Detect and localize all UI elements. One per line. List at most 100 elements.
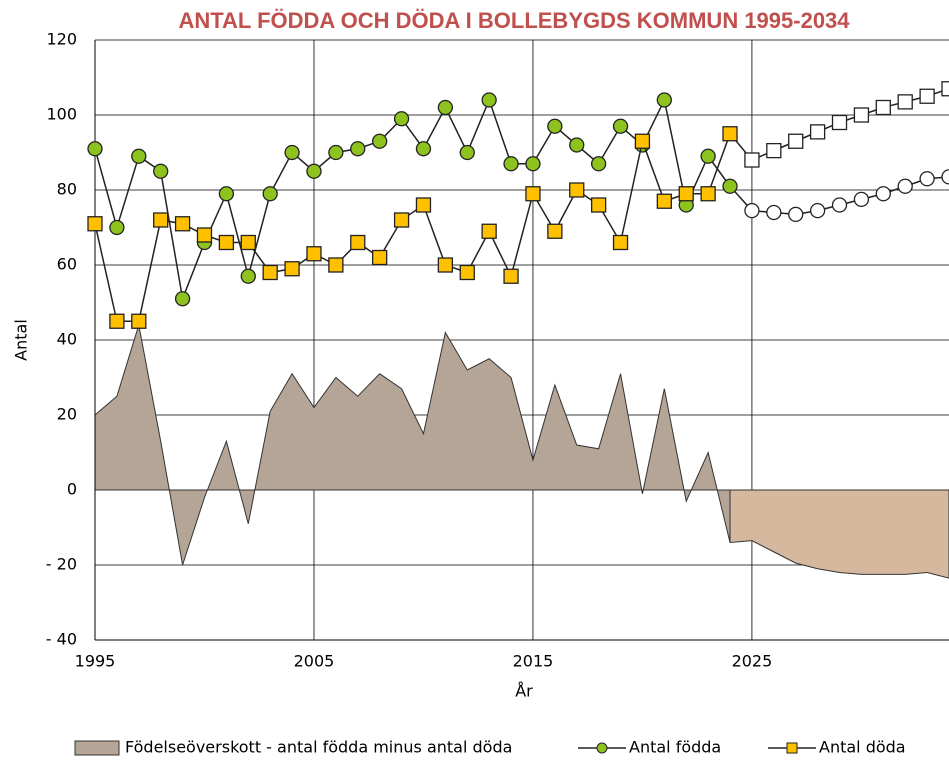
circle-marker <box>415 141 432 157</box>
circle-marker <box>393 111 410 127</box>
forecast-area <box>729 489 949 579</box>
circle-marker <box>262 186 278 202</box>
square-marker <box>109 313 125 329</box>
square-marker <box>634 133 651 149</box>
y-tick-label: 80 <box>57 180 77 199</box>
square-marker <box>393 212 410 228</box>
circle-marker <box>437 99 454 116</box>
square-marker <box>328 257 344 273</box>
circle-marker <box>174 291 191 307</box>
circle-marker <box>897 178 913 194</box>
x-tick-label: 2025 <box>732 652 773 671</box>
legend-marker <box>596 742 608 754</box>
square-marker <box>831 114 848 131</box>
circle-marker <box>700 148 716 164</box>
square-marker <box>196 227 213 243</box>
square-marker <box>481 223 497 239</box>
circle-marker <box>744 202 760 219</box>
square-marker <box>306 246 322 262</box>
circle-marker <box>153 163 169 179</box>
circle-marker <box>306 163 322 179</box>
square-marker <box>656 193 672 209</box>
x-tick-label: 2005 <box>294 652 335 671</box>
circle-marker <box>372 133 388 149</box>
square-marker <box>372 249 388 266</box>
circle-marker <box>590 156 607 172</box>
x-axis-label: År <box>515 682 533 701</box>
circle-marker <box>612 118 629 134</box>
square-marker <box>612 234 629 251</box>
square-marker <box>153 212 169 228</box>
legend-swatch <box>74 740 120 756</box>
square-marker <box>744 152 760 168</box>
circle-marker <box>503 156 519 172</box>
square-marker <box>919 88 935 104</box>
square-marker <box>459 264 475 281</box>
y-tick-label: - 20 <box>46 555 77 574</box>
legend-label: Födelseöverskott - antal födda minus ant… <box>125 738 512 757</box>
circle-marker <box>284 144 300 161</box>
y-axis-label: Antal <box>12 319 31 361</box>
line <box>94 133 731 322</box>
square-marker <box>853 107 870 123</box>
circle-marker <box>240 268 256 284</box>
circle-marker <box>131 148 147 164</box>
legend-label: Antal födda <box>629 738 721 757</box>
square-marker <box>569 182 585 198</box>
y-tick-label: 60 <box>57 255 77 274</box>
chart-title: ANTAL FÖDDA OCH DÖDA I BOLLEBYGDS KOMMUN… <box>178 8 850 33</box>
circle-marker <box>569 137 585 153</box>
square-marker <box>525 186 541 202</box>
circle-marker <box>766 204 782 221</box>
square-marker <box>350 234 366 251</box>
y-tick-label: - 40 <box>46 630 77 649</box>
square-marker <box>284 261 300 277</box>
circle-marker <box>87 141 103 157</box>
line <box>94 97 731 302</box>
square-marker <box>131 313 147 329</box>
circle-marker <box>459 144 475 161</box>
square-marker <box>547 223 563 239</box>
circle-marker <box>919 171 935 187</box>
legend-marker <box>786 742 798 754</box>
circle-marker <box>831 197 848 213</box>
square-marker <box>590 197 607 213</box>
x-tick-label: 1995 <box>75 652 116 671</box>
square-marker <box>809 124 826 140</box>
square-marker <box>240 234 256 251</box>
circle-marker <box>788 206 804 223</box>
circle-marker <box>350 141 366 157</box>
y-tick-label: 120 <box>46 30 77 49</box>
circle-marker <box>853 191 870 208</box>
circle-marker <box>656 92 672 108</box>
circle-marker <box>875 186 891 202</box>
square-marker <box>766 142 782 159</box>
square-marker <box>262 264 278 281</box>
square-marker <box>897 94 913 110</box>
square-marker <box>722 126 738 142</box>
circle-marker <box>722 178 738 194</box>
circle-marker <box>328 144 344 161</box>
circle-marker <box>481 92 497 108</box>
square-marker <box>503 268 519 284</box>
square-marker <box>788 133 804 149</box>
y-tick-label: 0 <box>67 480 77 499</box>
square-marker <box>700 186 716 202</box>
square-marker <box>437 257 454 273</box>
square-marker <box>875 99 891 116</box>
x-tick-label: 2015 <box>513 652 554 671</box>
y-tick-label: 20 <box>57 405 77 424</box>
square-marker <box>941 81 949 97</box>
square-marker <box>174 216 191 232</box>
legend-label: Antal döda <box>819 738 906 757</box>
circle-marker <box>809 202 826 219</box>
circle-marker <box>525 156 541 172</box>
square-marker <box>678 186 694 202</box>
y-tick-label: 40 <box>57 330 77 349</box>
circle-marker <box>547 118 563 134</box>
circle-marker <box>941 169 949 185</box>
circle-marker <box>109 219 125 236</box>
square-marker <box>415 197 432 213</box>
square-marker <box>87 216 103 232</box>
